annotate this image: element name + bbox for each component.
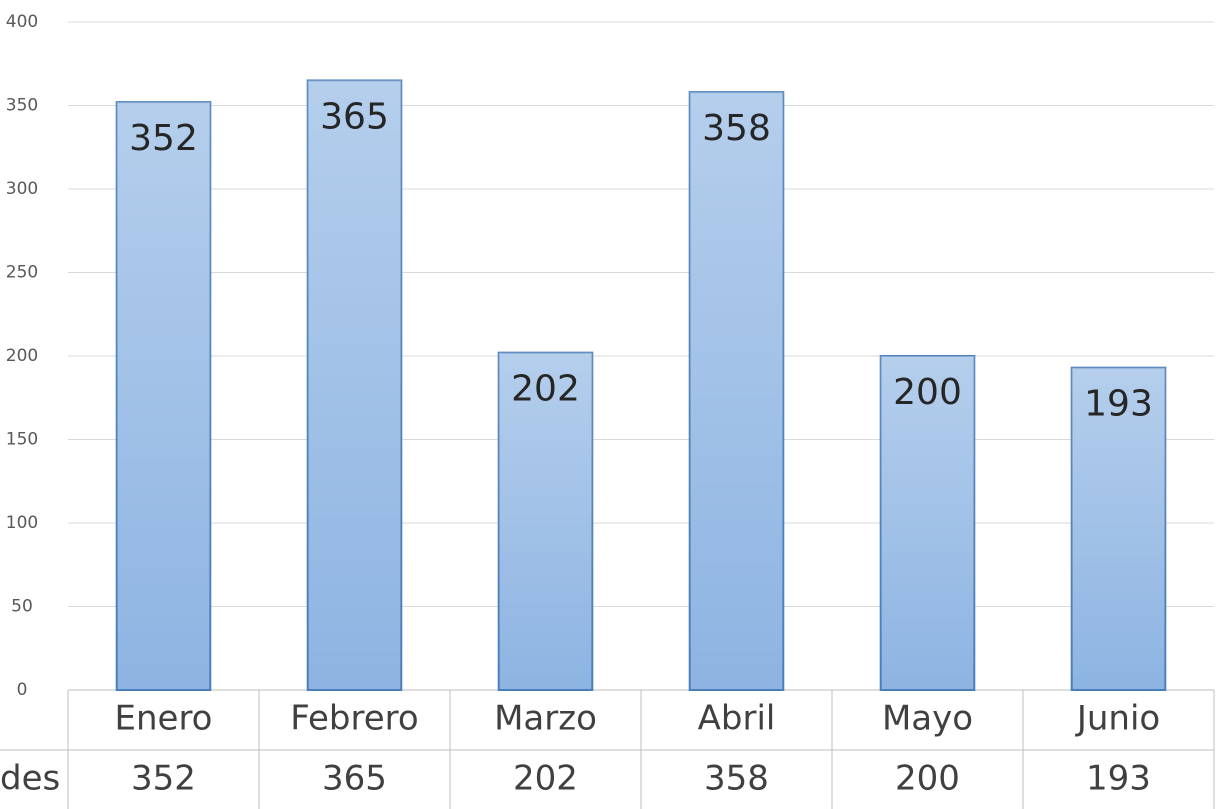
- y-tick-label: 0: [17, 680, 28, 700]
- data-label: 193: [1084, 384, 1153, 425]
- y-tick-label: 50: [11, 597, 33, 617]
- table-value: 200: [895, 759, 960, 799]
- data-label: 200: [893, 372, 962, 413]
- y-tick-label: 300: [6, 179, 38, 199]
- data-label: 352: [129, 118, 198, 159]
- x-tick-label: Enero: [115, 699, 213, 739]
- x-tick-label: Junio: [1075, 699, 1160, 739]
- x-tick-label: Marzo: [494, 699, 597, 739]
- data-label: 365: [320, 96, 389, 137]
- bar-shine: [690, 92, 784, 690]
- table-value: 358: [704, 759, 769, 799]
- y-tick-label: 400: [6, 12, 38, 32]
- y-tick-label: 250: [6, 263, 38, 283]
- y-tick-label: 150: [6, 430, 38, 450]
- table-value: 352: [131, 759, 196, 799]
- chart: 0 50 100 150 200 250 300 350 400 des 352 Enero 352 36…: [0, 0, 1222, 809]
- x-tick-label: Mayo: [882, 699, 973, 739]
- bar-shine: [308, 80, 402, 690]
- y-tick-label: 350: [6, 96, 38, 116]
- table-value: 193: [1086, 759, 1151, 799]
- table-row-label: des: [0, 759, 60, 799]
- x-tick-label: Abril: [698, 699, 776, 739]
- data-label: 202: [511, 369, 580, 410]
- bar-shine: [117, 102, 211, 690]
- y-tick-label: 200: [6, 346, 38, 366]
- y-tick-label: 100: [6, 513, 38, 533]
- data-label: 358: [702, 108, 771, 149]
- table-value: 202: [513, 759, 578, 799]
- x-tick-label: Febrero: [290, 699, 418, 739]
- table-value: 365: [322, 759, 387, 799]
